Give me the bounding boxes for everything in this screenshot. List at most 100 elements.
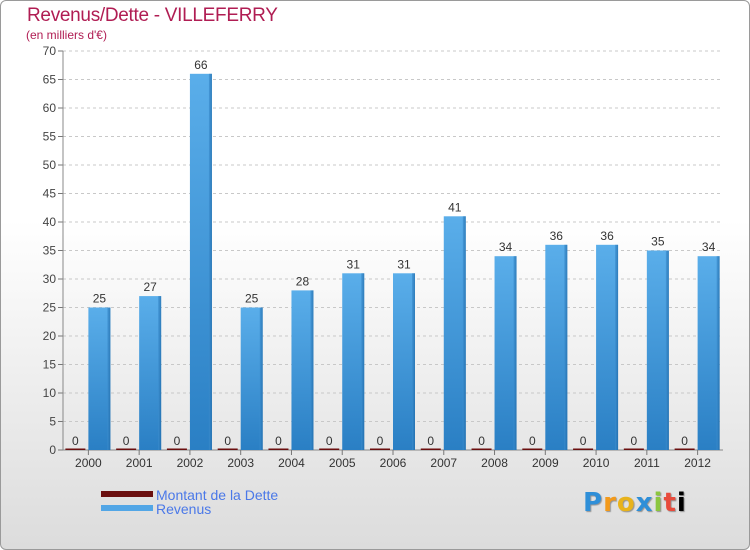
bar-revenue-shade [665, 250, 669, 450]
data-label-revenue: 31 [347, 257, 361, 271]
x-tick-label: 2005 [329, 456, 356, 470]
brand-logo: Proxiti [583, 488, 687, 518]
brand-letter: t [663, 488, 677, 518]
data-label-debt: 0 [174, 434, 181, 448]
data-label-revenue: 34 [499, 240, 513, 254]
data-label-revenue: 36 [550, 229, 564, 243]
bar-revenue [291, 290, 314, 450]
data-label-revenue: 36 [600, 229, 614, 243]
bar-revenue-shade [361, 273, 365, 450]
bar-debt [522, 448, 543, 450]
y-tick-label: 5 [49, 415, 56, 429]
bar-revenue [494, 256, 517, 450]
bar-debt [116, 448, 137, 450]
x-tick-label: 2009 [532, 456, 559, 470]
bar-revenue-shade [208, 73, 212, 451]
brand-letter: o [616, 488, 636, 518]
bar-revenue-shade [259, 307, 263, 450]
data-label-revenue: 66 [194, 58, 208, 72]
bar-revenue-shade [615, 244, 619, 450]
data-label-debt: 0 [377, 434, 384, 448]
y-tick-label: 60 [43, 101, 57, 115]
y-tick-label: 65 [43, 73, 57, 87]
data-label-revenue: 27 [143, 280, 157, 294]
bar-debt [217, 448, 238, 450]
bar-revenue [646, 250, 669, 450]
bar-revenue [342, 273, 365, 450]
data-label-debt: 0 [326, 434, 333, 448]
data-label-debt: 0 [123, 434, 130, 448]
data-label-revenue: 34 [702, 240, 716, 254]
y-tick-label: 20 [43, 329, 57, 343]
data-label-revenue: 28 [296, 274, 310, 288]
data-label-debt: 0 [681, 434, 688, 448]
y-tick-label: 70 [43, 44, 57, 58]
bar-debt [319, 448, 340, 450]
brand-letter: i [676, 488, 687, 518]
bar-revenue-shade [462, 216, 466, 450]
bar-debt [471, 448, 492, 450]
bar-debt [268, 448, 289, 450]
bar-revenue-shade [310, 290, 314, 450]
data-label-revenue: 31 [397, 257, 411, 271]
bar-revenue [443, 216, 466, 450]
bar-debt [370, 448, 390, 450]
bar-revenue [697, 256, 720, 450]
data-label-debt: 0 [631, 434, 638, 448]
y-tick-label: 45 [43, 187, 57, 201]
x-tick-label: 2004 [278, 456, 305, 470]
data-label-debt: 0 [478, 434, 485, 448]
bar-revenue [596, 244, 619, 450]
legend-swatch-revenue [101, 505, 153, 511]
chart-title: Revenus/Dette - VILLEFERRY [27, 5, 278, 26]
x-tick-label: 2007 [430, 456, 457, 470]
data-label-debt: 0 [224, 434, 231, 448]
y-tick-label: 0 [49, 443, 56, 457]
y-tick-label: 10 [43, 386, 57, 400]
y-tick-label: 25 [43, 301, 57, 315]
data-label-debt: 0 [427, 434, 434, 448]
x-tick-label: 2001 [126, 456, 153, 470]
chart-subtitle: (en milliers d'€) [26, 28, 107, 42]
x-tick-label: 2010 [583, 456, 610, 470]
legend-label-debt: Montant de la Dette [156, 487, 279, 503]
brand-letter: i [653, 488, 664, 518]
bar-debt [573, 448, 594, 450]
x-tick-label: 2002 [177, 456, 204, 470]
x-tick-label: 2012 [684, 456, 711, 470]
data-label-revenue: 35 [651, 235, 665, 249]
brand-letter: r [603, 488, 617, 518]
bar-debt [623, 448, 644, 450]
bar-revenue-shade [564, 244, 568, 450]
legend-swatch-debt [101, 491, 153, 497]
bar-revenue-shade [158, 296, 162, 450]
bar-revenue [139, 296, 162, 450]
bar-revenue-shade [513, 256, 517, 450]
bar-revenue [240, 307, 263, 450]
bar-revenue [393, 273, 415, 450]
data-label-debt: 0 [72, 434, 79, 448]
data-label-debt: 0 [275, 434, 282, 448]
legend-label-revenue: Revenus [156, 501, 212, 517]
bar-debt [65, 448, 86, 450]
data-label-debt: 0 [580, 434, 587, 448]
y-tick-label: 30 [43, 272, 57, 286]
data-label-revenue: 41 [448, 200, 462, 214]
bar-revenue-shade [107, 307, 111, 450]
y-tick-label: 35 [43, 244, 57, 258]
bar-revenue [545, 244, 568, 450]
y-tick-label: 50 [43, 158, 57, 172]
y-tick-label: 40 [43, 215, 57, 229]
x-tick-label: 2011 [634, 456, 660, 470]
bar-debt [420, 448, 441, 450]
data-label-revenue: 25 [93, 292, 107, 306]
bar-revenue [189, 73, 212, 451]
x-tick-label: 2006 [380, 456, 407, 470]
bar-revenue [88, 307, 111, 450]
brand-letter: x [635, 488, 654, 518]
y-tick-label: 55 [43, 130, 57, 144]
brand-letter: P [583, 488, 604, 518]
bar-revenue-shade [716, 256, 720, 450]
